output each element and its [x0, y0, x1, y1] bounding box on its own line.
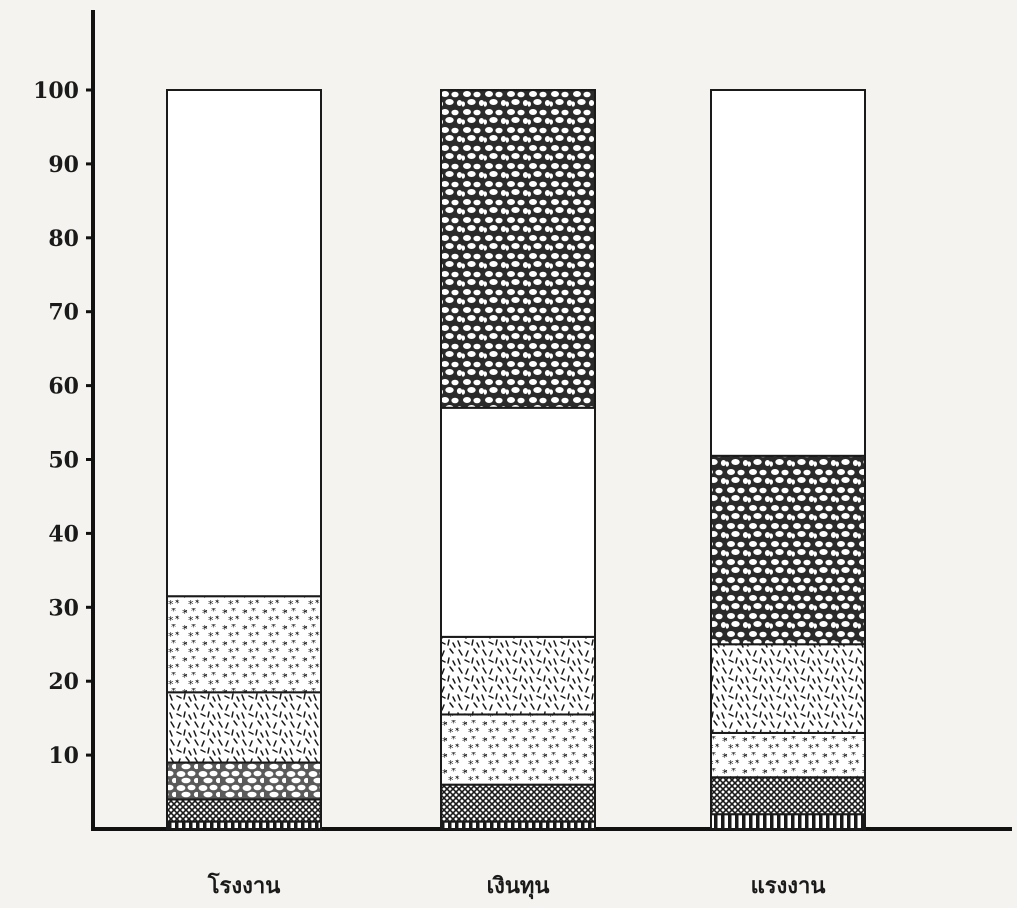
bar-segment: [710, 643, 866, 734]
bar-segment: [166, 595, 322, 694]
bar-segment: [710, 89, 866, 457]
x-category-label: เงินทุน: [487, 873, 550, 900]
bar-segment: [166, 798, 322, 823]
y-tick-label: 100: [33, 78, 79, 104]
bar-segment: [710, 731, 866, 779]
bar-segment: [440, 713, 596, 786]
bar-segment: [440, 89, 596, 409]
bar-segment: [166, 820, 322, 830]
x-category-label: แรงงาน: [751, 873, 826, 899]
bar-segment: [440, 635, 596, 716]
bar-segment: [440, 783, 596, 823]
bar-segment: [440, 406, 596, 638]
y-tick-label: 80: [48, 226, 79, 252]
y-tick-label: 50: [48, 448, 79, 474]
y-tick-label: 90: [48, 152, 79, 178]
y-tick-label: 10: [48, 743, 79, 769]
bar-segment: [710, 776, 866, 816]
x-category-label: โรงงาน: [207, 872, 281, 899]
bar-segment: [166, 761, 322, 801]
bar-segment: [166, 89, 322, 598]
bar-segment: [710, 454, 866, 646]
y-tick-label: 40: [48, 521, 79, 547]
y-tick-label: 30: [48, 595, 79, 621]
bar-segment: [166, 691, 322, 764]
y-tick-label: 60: [48, 374, 79, 400]
y-tick-label: 20: [48, 669, 79, 695]
y-tick-label: 70: [48, 300, 79, 326]
bar-segment: [710, 813, 866, 830]
bar-segment: [440, 820, 596, 830]
